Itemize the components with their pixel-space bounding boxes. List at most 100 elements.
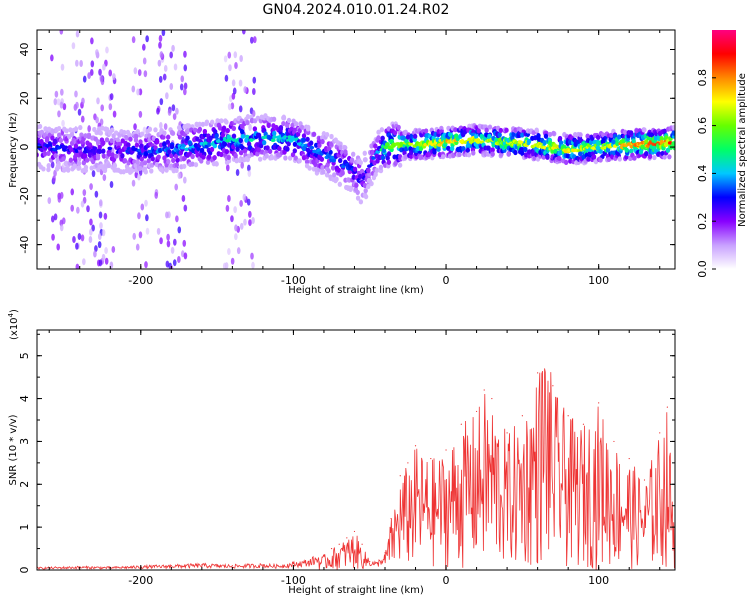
spectrogram-cell [243, 218, 247, 226]
spectrogram-cell [201, 154, 206, 160]
spectrogram-cell [575, 139, 581, 145]
spectrogram-cell [63, 145, 69, 150]
spectrogram-cell [362, 150, 367, 156]
spectrogram-cell [301, 155, 307, 161]
spectrogram-cell [98, 199, 103, 207]
spectrogram-cell [137, 173, 141, 181]
spectrogram-cell [269, 155, 275, 161]
spectrogram-cell [142, 43, 146, 51]
spectrogram-cell [219, 118, 224, 124]
spectrogram-cell [659, 136, 664, 142]
spectrogram-cell [53, 213, 58, 221]
spectrogram-cell [46, 163, 51, 169]
spectrogram-cell [235, 146, 240, 152]
spectrogram-cell [363, 188, 368, 194]
spectrogram-cell [149, 168, 154, 174]
spectrogram-cell [69, 147, 74, 153]
spectrogram-cell [245, 120, 250, 126]
spectrogram-cell [87, 125, 91, 133]
spectrogram-cell [68, 127, 73, 133]
y-tick-label: 4 [18, 395, 31, 402]
snr-peak-point [390, 517, 392, 520]
spectrogram-cell [111, 245, 116, 253]
spectrogram-cell [324, 132, 330, 138]
spectrogram-cell [76, 160, 82, 167]
spectrogram-cell [226, 154, 231, 161]
spectrogram-cell [399, 147, 404, 153]
spectrogram-cell [251, 261, 255, 269]
snr-peak-point [598, 402, 600, 404]
spectrogram-cell [342, 145, 348, 151]
spectrogram-cell [305, 136, 310, 142]
colorbar-ticks: 0.0 0.2 0.4 0.6 0.8 [696, 69, 716, 278]
spectrogram-cell [626, 142, 632, 146]
spectrogram-cell [59, 101, 64, 109]
spectrogram-cell [136, 88, 140, 96]
spectrogram-cell [200, 121, 206, 127]
spectrogram-cell [56, 125, 62, 132]
spectrogram-cell [115, 137, 120, 143]
x-tick-label: -100 [281, 274, 306, 287]
spectrogram-cell [69, 131, 75, 138]
spectrogram-cell [672, 145, 675, 151]
spectrogram-cell [171, 104, 176, 112]
spectrogram-cell [177, 226, 182, 234]
spectrogram-cell [227, 194, 231, 202]
spectrogram-cell [363, 157, 368, 163]
spectrogram-cell [238, 79, 243, 87]
spectrogram-cell [671, 130, 675, 136]
spectrogram-cell [263, 113, 268, 119]
spectrogram-cell [534, 127, 539, 133]
spectrogram-cell [171, 157, 176, 163]
spectrogram-cell [131, 179, 136, 187]
spectrogram-cell [251, 217, 255, 225]
spectrogram-cell [166, 233, 170, 241]
spectrogram-cell [76, 165, 81, 171]
spectrogram-cell [329, 133, 334, 140]
spectrogram-cell [432, 149, 437, 155]
spectrogram-cell [239, 129, 245, 135]
spectrogram-cell [174, 167, 179, 173]
spectrogram-cell [557, 155, 562, 162]
spectrogram-cell [662, 128, 667, 134]
spectrogram-cell [91, 170, 96, 178]
colorbar-tick-label: 0.2 [696, 212, 709, 230]
spectrogram-cell [197, 121, 202, 127]
spectrogram-cell [384, 142, 390, 147]
spectrogram-cell [76, 206, 80, 214]
spectrogram-cell [139, 156, 145, 162]
spectrogram-cell [90, 60, 95, 68]
spectrogram-cell [252, 76, 257, 84]
spectrogram-cell [74, 90, 78, 98]
spectrogram-cell [290, 122, 295, 128]
spectrogram-cell [163, 64, 168, 72]
spectrogram-cell [169, 153, 174, 159]
y-tick-label: -40 [18, 236, 31, 254]
spectrogram-cell [336, 167, 342, 173]
colorbar-gradient [712, 30, 736, 269]
spectrogram-cell [83, 164, 89, 171]
spectrogram-cell [242, 148, 248, 154]
spectrogram-cell [101, 140, 106, 146]
spectrogram-cell [320, 139, 325, 145]
spectrogram-cell [629, 148, 634, 154]
spectrogram-cell [162, 130, 167, 136]
spectrogram-cell [187, 140, 193, 146]
spectrogram-cell [173, 238, 177, 246]
spectrogram-cell [504, 127, 509, 133]
spectrogram-cell [324, 172, 330, 178]
snr-panel: -200 -100 0 100 0 1 2 3 4 5 Height of straight l… [7, 309, 676, 596]
spectrogram-cell [449, 146, 455, 152]
spectrogram-cell [249, 36, 254, 44]
spectrogram-cell [47, 197, 52, 205]
spectrogram-cell [145, 35, 149, 43]
spectrogram-cell [72, 163, 77, 169]
spectrogram-cell [54, 90, 59, 98]
spectrogram-cell [78, 124, 83, 131]
spectrogram-cell [75, 242, 79, 250]
spectrogram-cell [101, 148, 106, 154]
spectrogram-cell [245, 114, 251, 120]
spectrogram-cell [209, 146, 215, 152]
spectrogram-cell [57, 110, 61, 118]
spectrogram-cell [135, 159, 140, 165]
